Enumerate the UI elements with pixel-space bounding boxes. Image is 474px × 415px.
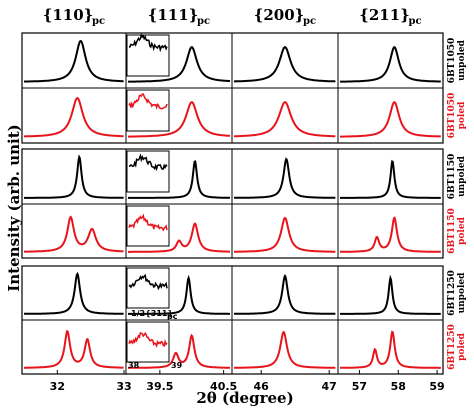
column-header-subscript: pc [409,16,422,27]
inset-box [126,34,170,77]
diffraction-trace [128,333,230,369]
diffraction-trace [234,157,336,199]
diffraction-trace [24,40,124,83]
y-axis-label: Intensity (arb. unit) [5,124,23,292]
x-tick-label: 32 [50,380,65,393]
inset-xtick: 39 [171,361,183,370]
diffraction-trace [234,273,336,315]
diffraction-trace [340,216,441,253]
diffraction-trace [233,101,336,138]
inset-trace [129,153,168,172]
inset-box [126,150,170,193]
row-label: 6BT1050 poled [447,93,467,139]
x-tick-label: 59 [429,380,444,393]
row-label-state: poled [457,216,467,244]
column-header: {200} [254,6,305,24]
inset-trace [128,213,168,232]
x-tick-label: 40.5 [210,380,237,393]
diffraction-trace [234,216,336,253]
x-tick-label: 33 [116,380,131,393]
column-header-subscript: pc [197,16,210,27]
inset-trace [128,93,168,110]
x-tick-label: 57 [352,380,367,393]
diffraction-trace [340,274,441,315]
row-label: 6BT1250 unpoled [447,270,467,316]
diffraction-trace [340,330,441,369]
inset-label: 1/2{311} [131,309,173,318]
diffraction-trace [24,97,124,138]
row-label-sample: 6BT1250 [447,270,457,316]
row-label: 6BT1150 poled [447,208,467,254]
column-headers: {110}pc {111}pc {200}pc {211}pc [43,6,422,27]
diffraction-trace [24,215,124,253]
inset-box [126,267,170,309]
diffraction-trace [339,46,441,83]
diffraction-trace [128,160,230,199]
row-label-sample: 6BT1150 [447,208,457,254]
diffraction-trace [24,329,124,369]
x-axis-label: 2θ (degree) [196,389,293,407]
column-header: {211} [359,6,410,24]
diffraction-trace [340,101,441,138]
row-label-sample: 6BT1050 [447,93,457,139]
row-label-state: unpoled [457,39,467,81]
column-header: {111} [148,6,199,24]
column-header-subscript: pc [92,16,105,27]
row-label: 6BT1050 unpoled [447,38,467,84]
diffraction-traces [24,40,441,369]
inset-trace [128,33,168,53]
x-tick-label: 47 [322,380,337,393]
row-label: 6BT1250 poled [447,324,467,370]
column-header: {110} [43,6,94,24]
diffraction-trace [234,45,336,83]
diffraction-trace [234,330,336,369]
diffraction-trace [127,46,231,83]
diffraction-trace [128,222,230,253]
column-header-subscript: pc [303,16,316,27]
row-label: 6BT1150 unpoled [447,154,467,200]
diffraction-trace [340,159,441,199]
x-tick-label: 58 [391,380,406,393]
inset-box [126,89,170,132]
diffraction-trace [128,274,230,315]
x-tick-labels: 32 33 39.5 40.5 46 47 57 58 59 [50,370,445,393]
inset-trace [128,331,168,348]
inset-trace [128,273,168,291]
diffraction-trace [128,101,231,138]
inset-label-subscript: pc [167,312,178,321]
inset-xtick: 38 [128,361,140,370]
row-label-sample: 6BT1250 [447,324,457,370]
row-label-sample: 6BT1050 [447,38,457,84]
row-label-state: unpoled [457,272,467,314]
superlattice-insets: 1/2{311}pc 38 39 [126,33,183,370]
row-label-state: unpoled [457,155,467,197]
x-tick-label: 46 [254,380,270,393]
row-label-sample: 6BT1150 [447,154,457,200]
row-label-state: poled [457,101,467,129]
diffraction-trace [24,154,124,199]
diffraction-trace [24,271,124,315]
row-label-state: poled [457,332,467,360]
plot-panels [21,32,444,375]
x-tick-label: 39.5 [146,380,173,393]
